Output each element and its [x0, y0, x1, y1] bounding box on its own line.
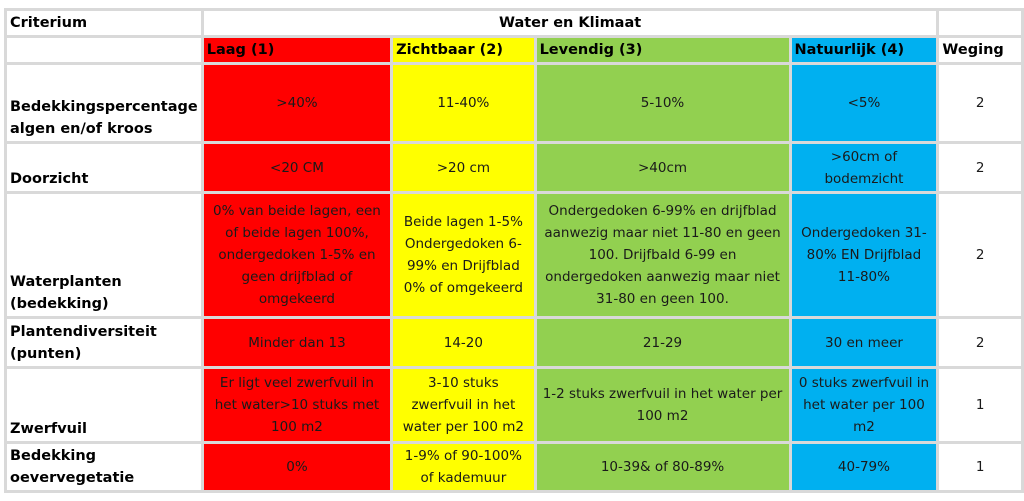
levendig-cell: Ondergedoken 6-99% en drijfblad aanwezig… [536, 194, 789, 316]
criterium-cell: Waterplanten (bedekking) [7, 194, 201, 316]
weging-cell: 2 [939, 65, 1021, 141]
level-header-zichtbaar: Zichtbaar (2) [393, 38, 534, 62]
table-row: Waterplanten (bedekking) 0% van beide la… [7, 194, 1021, 316]
table-row: Zwerfvuil Er ligt veel zwerfvuil in het … [7, 369, 1021, 441]
weging-cell: 1 [939, 369, 1021, 441]
levendig-cell: >40cm [536, 144, 789, 191]
level-header-natuurlijk: Natuurlijk (4) [791, 38, 937, 62]
criteria-table: Criterium Water en Klimaat Laag (1) Zich… [4, 8, 1024, 493]
empty-criterium-cell [7, 38, 201, 62]
laag-cell: <20 CM [203, 144, 391, 191]
criterium-cell: Doorzicht [7, 144, 201, 191]
criterium-cell: Bedekking oevervegetatie [7, 444, 201, 490]
weging-header: Weging [939, 38, 1021, 62]
table-row: Bedekking oevervegetatie 0% 1-9% of 90-1… [7, 444, 1021, 490]
natuurlijk-cell: <5% [791, 65, 937, 141]
levendig-cell: 5-10% [536, 65, 789, 141]
levendig-cell: 1-2 stuks zwerfvuil in het water per 100… [536, 369, 789, 441]
zichtbaar-cell: >20 cm [393, 144, 534, 191]
zichtbaar-cell: Beide lagen 1-5% Ondergedoken 6-99% en D… [393, 194, 534, 316]
group-title: Water en Klimaat [203, 11, 937, 35]
laag-cell: Er ligt veel zwerfvuil in het water>10 s… [203, 369, 391, 441]
weging-cell: 2 [939, 144, 1021, 191]
laag-cell: 0% van beide lagen, een of beide lagen 1… [203, 194, 391, 316]
weging-cell: 2 [939, 194, 1021, 316]
criterium-cell: Plantendiversiteit (punten) [7, 319, 201, 366]
natuurlijk-cell: 40-79% [791, 444, 937, 490]
criterium-header: Criterium [7, 11, 201, 35]
level-header-levendig: Levendig (3) [536, 38, 789, 62]
laag-cell: Minder dan 13 [203, 319, 391, 366]
empty-header-cell [939, 11, 1021, 35]
zichtbaar-cell: 3-10 stuks zwerfvuil in het water per 10… [393, 369, 534, 441]
table-row: Bedekkingspercentage algen en/of kroos >… [7, 65, 1021, 141]
zichtbaar-cell: 14-20 [393, 319, 534, 366]
zichtbaar-cell: 1-9% of 90-100% of kademuur [393, 444, 534, 490]
header-row-levels: Laag (1) Zichtbaar (2) Levendig (3) Natu… [7, 38, 1021, 62]
header-row-top: Criterium Water en Klimaat [7, 11, 1021, 35]
criterium-cell: Zwerfvuil [7, 369, 201, 441]
level-header-laag: Laag (1) [203, 38, 391, 62]
table-row: Doorzicht <20 CM >20 cm >40cm >60cm of b… [7, 144, 1021, 191]
laag-cell: >40% [203, 65, 391, 141]
natuurlijk-cell: 0 stuks zwerfvuil in het water per 100 m… [791, 369, 937, 441]
weging-cell: 2 [939, 319, 1021, 366]
natuurlijk-cell: 30 en meer [791, 319, 937, 366]
laag-cell: 0% [203, 444, 391, 490]
levendig-cell: 10-39& of 80-89% [536, 444, 789, 490]
levendig-cell: 21-29 [536, 319, 789, 366]
zichtbaar-cell: 11-40% [393, 65, 534, 141]
criterium-cell: Bedekkingspercentage algen en/of kroos [7, 65, 201, 141]
natuurlijk-cell: >60cm of bodemzicht [791, 144, 937, 191]
criteria-table-container: Criterium Water en Klimaat Laag (1) Zich… [4, 8, 1024, 493]
weging-cell: 1 [939, 444, 1021, 490]
natuurlijk-cell: Ondergedoken 31-80% EN Drijfblad 11-80% [791, 194, 937, 316]
table-row: Plantendiversiteit (punten) Minder dan 1… [7, 319, 1021, 366]
